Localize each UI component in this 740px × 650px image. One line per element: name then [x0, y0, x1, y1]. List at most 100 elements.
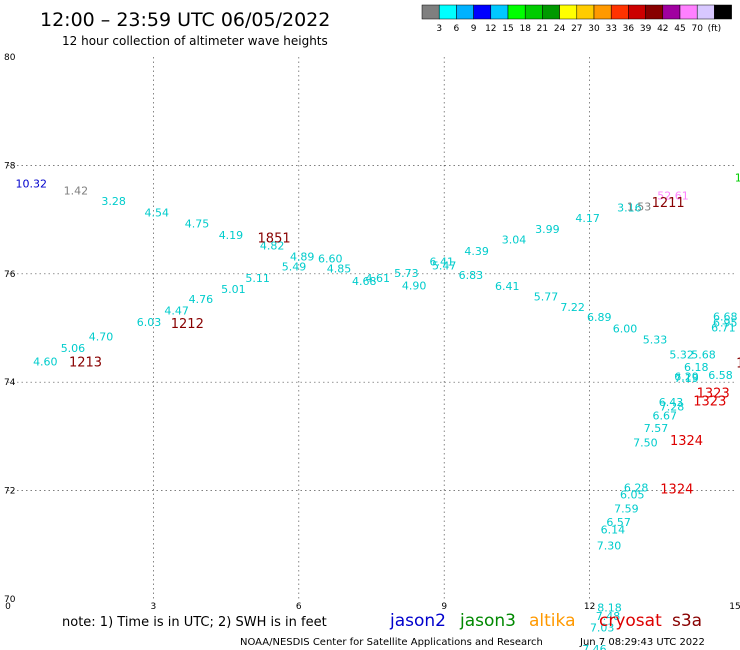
satellite-legend-item: s3a [672, 611, 702, 631]
x-tick-label: 3 [151, 602, 157, 612]
wave-height-point: 5.11 [245, 272, 270, 285]
scale-label: 39 [640, 24, 652, 34]
satellite-legend-item: jason2 [389, 611, 446, 631]
wave-height-point: 6.67 [652, 410, 677, 423]
wave-height-point: 4.75 [185, 218, 210, 231]
wave-height-point: 3.16 [617, 201, 642, 214]
wave-height-point: 6.05 [620, 489, 645, 502]
scale-swatch [438, 4, 457, 20]
wave-height-point: 4.89 [290, 250, 315, 263]
scale-swatch [714, 4, 732, 20]
wave-height-point: 4.19 [219, 229, 244, 242]
satellite-legend: jason2 jason3 altika cryosat s3a [389, 611, 702, 631]
y-tick-label: 72 [4, 487, 15, 497]
wave-height-point: 5.68 [691, 348, 716, 361]
scale-swatch [524, 4, 543, 20]
wave-height-point: 8.18 [597, 601, 622, 614]
scale-label: 42 [657, 24, 668, 34]
scale-label: 21 [537, 24, 548, 34]
wave-height-point: 4.70 [89, 330, 114, 343]
pass-label: 185 [736, 357, 740, 372]
scale-label: 36 [623, 24, 635, 34]
wave-height-point: 4.61 [366, 272, 391, 285]
wave-height-point: 4.60 [33, 355, 58, 368]
wave-height-point: 4.68 [352, 275, 377, 288]
pass-label: 1211 [652, 196, 685, 211]
pass-label: 1851 [258, 231, 291, 246]
wave-height-point: 1.42 [64, 185, 89, 198]
wave-height-point: 4.47 [164, 304, 189, 317]
wave-height-point: 6.43 [659, 396, 684, 409]
wave-height-point: 7.30 [597, 540, 622, 553]
pass-label: 1323 [697, 386, 730, 401]
wave-height-point: 4.90 [402, 280, 427, 293]
wave-height-point: 7.48 [596, 610, 621, 623]
wave-height-point: 7.59 [614, 502, 639, 515]
scale-swatch [473, 4, 492, 20]
scale-label: 45 [674, 24, 685, 34]
wave-height-point: 6.58 [708, 369, 733, 382]
wave-height-color-scale: 3 6 9 12 15 18 21 24 27 30 33 36 39 42 45 70 (ft) [421, 4, 732, 34]
y-tick-label: 78 [4, 161, 16, 171]
wave-height-point: 7.57 [644, 422, 669, 435]
scale-swatch [542, 4, 560, 20]
scale-label: 30 [588, 24, 600, 34]
wave-height-point: 6.68 [713, 310, 738, 323]
wave-height-point: 7.50 [633, 437, 658, 450]
scale-label: (ft) [708, 24, 722, 34]
wave-height-point: 3.04 [502, 233, 527, 246]
scale-label: 27 [571, 24, 582, 34]
wave-height-points: 10.321.423.284.544.754.194.824.894.854.6… [16, 172, 740, 650]
scale-swatch [628, 4, 646, 20]
satellite-legend-item: cryosat [599, 611, 662, 631]
x-tick-label: 9 [441, 602, 447, 612]
scale-swatch [507, 4, 526, 20]
wave-height-point: 4.82 [260, 239, 285, 252]
scale-swatch [593, 4, 612, 20]
scale-label: 24 [554, 24, 566, 34]
wave-height-point: 3.99 [535, 223, 560, 236]
wave-height-point: 4.39 [464, 245, 489, 258]
wave-height-point: 6.95 [713, 316, 738, 329]
wave-height-point: 4.17 [575, 212, 600, 225]
wave-height-point: 1.53 [627, 200, 652, 213]
wave-height-point: 7.19 [674, 372, 699, 385]
wave-height-point: 7.28 [660, 400, 685, 413]
wave-height-point: 6.71 [711, 321, 736, 334]
wave-height-point: 6.00 [613, 322, 638, 335]
scale-swatch [679, 4, 698, 20]
scale-swatch [456, 4, 474, 20]
wave-height-point: 4.85 [327, 263, 352, 276]
x-tick-label: 6 [296, 602, 302, 612]
scale-label: 9 [471, 24, 477, 34]
wave-height-point: 6.28 [624, 482, 649, 495]
wave-height-point: 6.57 [606, 516, 631, 529]
scale-label: 15 [502, 24, 513, 34]
satellite-legend-item: jason3 [459, 611, 516, 631]
wave-height-point: 5.32 [669, 348, 694, 361]
wave-height-point: 6.41 [430, 256, 455, 269]
x-tick-label: 0 [5, 602, 11, 612]
wave-height-point: 16 [735, 172, 740, 185]
axis-tick-labels: 0 3 6 9 12 15 70 72 74 76 78 80 [4, 53, 740, 612]
wave-height-point: 5.47 [432, 259, 457, 272]
wave-height-point: 6.41 [495, 280, 520, 293]
footer-note: note: 1) Time is in UTC; 2) SWH is in fe… [62, 615, 327, 630]
wave-height-point: 6.03 [137, 316, 162, 329]
wave-height-point: 5.01 [221, 283, 246, 296]
wave-height-point: 52.61 [657, 190, 689, 203]
scale-label: 12 [485, 24, 496, 34]
wave-height-point: 6.29 [674, 371, 699, 384]
scale-label: 33 [605, 24, 616, 34]
scale-label: 18 [519, 24, 531, 34]
wave-height-point: 7.22 [560, 301, 585, 314]
y-tick-label: 70 [4, 595, 16, 605]
footer-credit: NOAA/NESDIS Center for Satellite Applica… [240, 637, 543, 648]
wave-height-point: 4.54 [145, 206, 170, 219]
chart-subtitle: 12 hour collection of altimeter wave hei… [62, 34, 328, 48]
wave-height-point: 6.60 [318, 252, 343, 265]
wave-height-point: 6.89 [587, 311, 612, 324]
wave-height-point: 5.33 [643, 334, 668, 347]
